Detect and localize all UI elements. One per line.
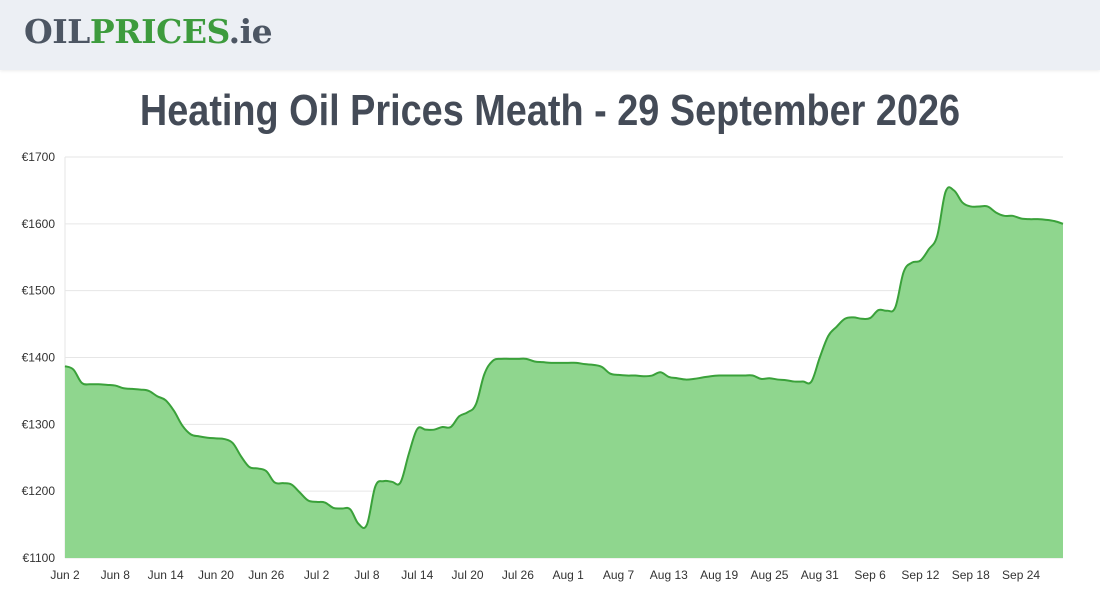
- page-title: Heating Oil Prices Meath - 29 September …: [139, 86, 961, 135]
- logo-text-prices: PRICES: [89, 12, 229, 51]
- y-tick-label: €1300: [22, 417, 56, 431]
- y-tick-label: €1400: [22, 351, 56, 365]
- x-tick-label: Aug 13: [650, 568, 688, 582]
- x-tick-label: Sep 18: [952, 568, 990, 582]
- y-tick-label: €1600: [22, 217, 56, 231]
- x-tick-label: Jul 14: [401, 568, 433, 582]
- x-tick-label: Aug 19: [700, 568, 738, 582]
- x-tick-label: Aug 7: [603, 568, 635, 582]
- x-tick-label: Aug 1: [553, 568, 585, 582]
- x-tick-label: Jun 26: [248, 568, 284, 582]
- y-tick-label: €1500: [22, 284, 56, 298]
- price-area: [65, 187, 1063, 558]
- y-tick-label: €1200: [22, 484, 56, 498]
- x-tick-label: Jun 20: [198, 568, 234, 582]
- x-tick-label: Jun 14: [148, 568, 184, 582]
- x-tick-label: Jul 8: [354, 568, 380, 582]
- y-tick-label: €1700: [22, 150, 56, 164]
- y-tick-label: €1100: [23, 551, 56, 565]
- x-tick-label: Jul 20: [452, 568, 484, 582]
- axis-labels: €1100 €1200 €1300 €1400 €1500 €1600 €1700 Jun 2…: [22, 150, 1041, 582]
- x-tick-label: Jun 8: [101, 568, 131, 582]
- x-tick-label: Jun 2: [50, 568, 80, 582]
- x-tick-label: Jul 2: [304, 568, 330, 582]
- site-logo[interactable]: OILPRICES.ie: [24, 12, 273, 51]
- logo-text-oil: OIL: [24, 12, 90, 51]
- x-tick-label: Jul 26: [502, 568, 534, 582]
- site-header: OILPRICES.ie: [0, 0, 1100, 70]
- area-layer: [64, 186, 1064, 558]
- x-tick-label: Sep 12: [901, 568, 939, 582]
- price-line: [64, 186, 1064, 530]
- x-tick-label: Aug 31: [801, 568, 839, 582]
- x-tick-label: Aug 25: [750, 568, 788, 582]
- x-tick-label: Sep 6: [854, 568, 886, 582]
- logo-text-ie: .ie: [228, 12, 273, 51]
- x-tick-label: Sep 24: [1002, 568, 1040, 582]
